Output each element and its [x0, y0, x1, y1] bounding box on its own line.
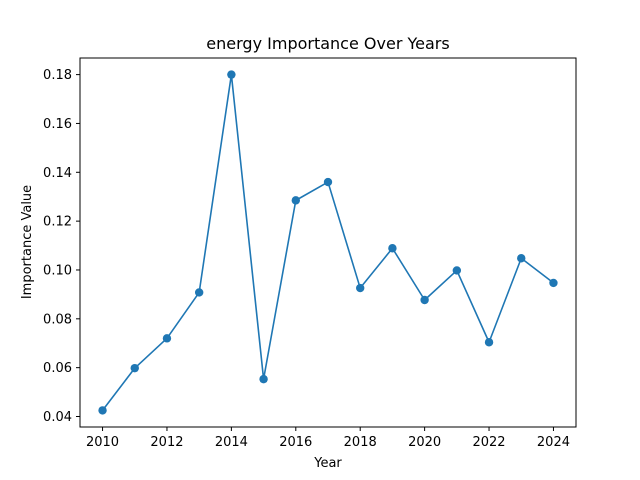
data-point [291, 196, 300, 205]
x-axis: 2010 2012 2014 2016 2018 2020 2022 2024 [86, 427, 570, 450]
y-tick-label: 0.10 [43, 263, 72, 278]
y-axis: 0.04 0.06 0.08 0.10 0.12 0.14 0.16 0.18 [43, 68, 80, 425]
x-tick-label: 2020 [408, 435, 441, 450]
x-tick-label: 2016 [279, 435, 312, 450]
plot-area [79, 57, 577, 428]
data-point [98, 406, 107, 415]
data-point [484, 338, 494, 347]
data-point [517, 254, 526, 263]
data-point [227, 70, 236, 79]
y-tick-label: 0.12 [43, 215, 72, 230]
x-tick-label: 2014 [215, 435, 248, 450]
data-point [356, 283, 365, 293]
y-tick-label: 0.04 [43, 410, 72, 425]
series-line [101, 73, 554, 411]
x-axis-label: Year [313, 456, 342, 471]
x-tick-label: 2010 [86, 435, 119, 450]
y-tick-label: 0.16 [43, 117, 72, 132]
y-tick-label: 0.08 [43, 312, 72, 327]
data-point [194, 288, 204, 297]
data-point [162, 334, 172, 343]
data-point [452, 266, 462, 275]
y-tick-label: 0.14 [43, 166, 72, 181]
x-tick-label: 2012 [150, 435, 183, 450]
y-tick-label: 0.06 [43, 361, 72, 376]
data-point [388, 244, 397, 253]
series-layer [98, 70, 558, 415]
plot-frame [79, 57, 577, 428]
data-point [259, 374, 268, 384]
x-tick-label: 2018 [344, 435, 377, 450]
data-point [323, 177, 333, 187]
x-tick-label: 2024 [537, 435, 570, 450]
chart-title: energy Importance Over Years [206, 34, 449, 53]
data-point [549, 278, 558, 288]
data-point [130, 363, 139, 373]
data-point [420, 295, 429, 305]
x-tick-label: 2022 [472, 435, 505, 450]
y-tick-label: 0.18 [43, 68, 72, 83]
y-axis-label: Importance Value [20, 185, 35, 299]
